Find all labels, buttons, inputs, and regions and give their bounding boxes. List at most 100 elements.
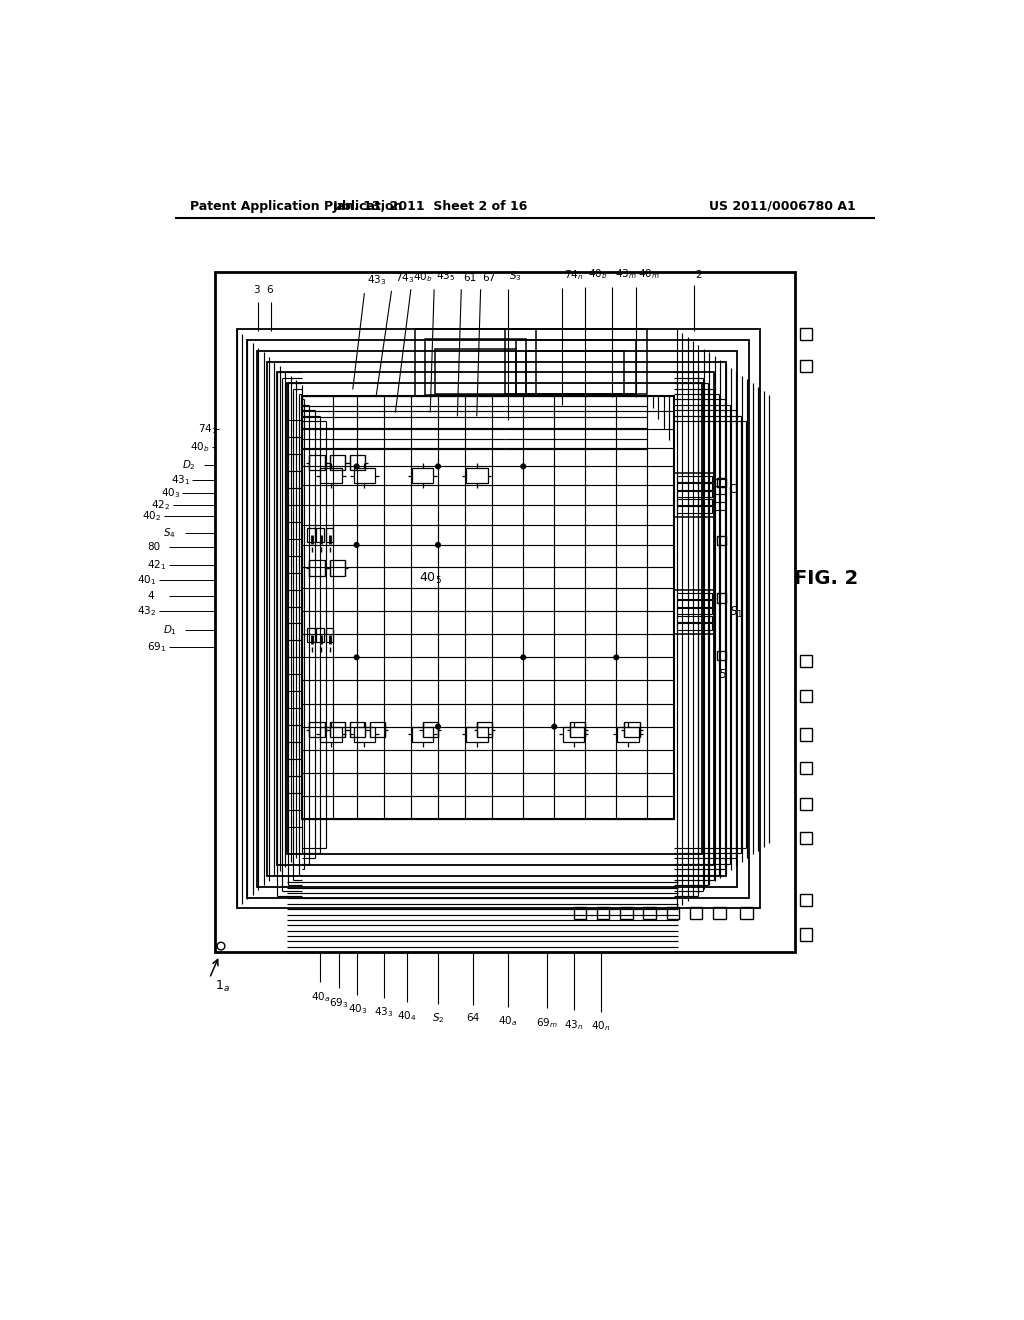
Bar <box>800 894 812 906</box>
Text: $40_n$: $40_n$ <box>591 1019 610 1034</box>
Bar <box>330 455 345 470</box>
Text: $1_a$: $1_a$ <box>215 978 229 994</box>
Text: $43_3$: $43_3$ <box>367 273 386 286</box>
Text: $74_1$: $74_1$ <box>198 422 217 437</box>
Bar <box>800 655 812 668</box>
Bar <box>349 722 366 738</box>
Text: $40_3$: $40_3$ <box>348 1002 367 1016</box>
Bar <box>800 928 812 941</box>
Bar <box>573 907 586 919</box>
Bar <box>713 907 726 919</box>
Bar <box>678 593 712 599</box>
Bar <box>717 651 726 660</box>
Text: $40_b$: $40_b$ <box>414 271 433 284</box>
Text: $40_b$: $40_b$ <box>190 441 210 454</box>
Bar <box>412 469 433 483</box>
Bar <box>309 560 325 576</box>
Bar <box>276 372 714 866</box>
Bar <box>307 628 314 642</box>
Text: $43_m$: $43_m$ <box>614 267 637 281</box>
Bar <box>675 590 715 635</box>
Bar <box>425 339 525 395</box>
Text: $69_1$: $69_1$ <box>147 640 167 655</box>
Text: US 2011/0006780 A1: US 2011/0006780 A1 <box>710 199 856 213</box>
Bar <box>370 722 385 738</box>
Bar <box>505 330 647 393</box>
Text: Jan. 13, 2011  Sheet 2 of 16: Jan. 13, 2011 Sheet 2 of 16 <box>333 199 528 213</box>
Bar <box>316 528 324 541</box>
Text: $43_1$: $43_1$ <box>171 474 189 487</box>
Bar <box>800 327 812 341</box>
Bar <box>435 350 515 395</box>
Circle shape <box>354 655 359 660</box>
Text: $42_2$: $42_2$ <box>152 498 170 512</box>
Bar <box>800 797 812 809</box>
Circle shape <box>521 655 525 660</box>
Bar <box>678 609 712 614</box>
Bar <box>800 689 812 702</box>
Text: $40_2$: $40_2$ <box>142 510 161 523</box>
Bar <box>597 907 609 919</box>
Text: 5: 5 <box>719 668 727 681</box>
Bar <box>477 722 493 738</box>
Bar <box>330 560 345 576</box>
Bar <box>302 396 675 818</box>
Circle shape <box>435 465 440 469</box>
Bar <box>800 762 812 775</box>
Text: 64: 64 <box>466 1014 479 1023</box>
Bar <box>515 341 636 395</box>
Bar <box>309 455 325 470</box>
Bar <box>349 455 366 470</box>
Bar <box>569 722 586 738</box>
Text: $69_m$: $69_m$ <box>536 1016 557 1030</box>
Bar <box>717 594 726 603</box>
Text: 6: 6 <box>266 285 273 296</box>
Bar <box>678 507 712 512</box>
Text: 67: 67 <box>482 273 496 284</box>
Bar <box>617 726 639 742</box>
Bar <box>621 907 633 919</box>
Text: $43_5$: $43_5$ <box>436 269 456 284</box>
Text: $43_n$: $43_n$ <box>564 1018 584 1031</box>
Text: $40_b$: $40_b$ <box>588 267 607 281</box>
Bar <box>667 907 679 919</box>
Bar <box>800 360 812 372</box>
Text: $40_5$: $40_5$ <box>419 570 441 586</box>
Circle shape <box>354 543 359 548</box>
Text: $40_a$: $40_a$ <box>498 1015 517 1028</box>
Bar <box>330 722 345 738</box>
Bar <box>678 499 712 504</box>
Bar <box>678 483 712 490</box>
Text: $43_2$: $43_2$ <box>137 605 157 618</box>
Bar <box>307 528 314 541</box>
Bar <box>678 615 712 622</box>
Text: $S_1$: $S_1$ <box>729 605 743 620</box>
Circle shape <box>552 725 557 729</box>
Bar <box>690 907 702 919</box>
Bar <box>800 729 812 741</box>
Text: 2: 2 <box>695 271 701 280</box>
Text: $S_2$: $S_2$ <box>432 1011 444 1026</box>
Bar <box>309 722 325 738</box>
Text: $42_1$: $42_1$ <box>147 558 167 572</box>
Bar <box>326 528 334 541</box>
Bar <box>266 362 726 876</box>
Bar <box>423 722 438 738</box>
Bar <box>678 491 712 498</box>
Text: $74_3$: $74_3$ <box>394 271 414 285</box>
Text: $40_1$: $40_1$ <box>137 573 157 587</box>
Text: C: C <box>729 483 737 496</box>
Bar <box>321 726 342 742</box>
Bar <box>466 469 487 483</box>
Bar <box>321 469 342 483</box>
Bar <box>678 475 712 482</box>
Bar <box>353 469 375 483</box>
Circle shape <box>354 465 359 469</box>
Text: $40_a$: $40_a$ <box>310 990 330 1003</box>
Bar <box>316 628 324 642</box>
Bar <box>563 726 585 742</box>
Text: $43_3$: $43_3$ <box>374 1006 393 1019</box>
Text: Patent Application Publication: Patent Application Publication <box>190 199 402 213</box>
Circle shape <box>614 655 618 660</box>
Text: $40_4$: $40_4$ <box>397 1010 417 1023</box>
